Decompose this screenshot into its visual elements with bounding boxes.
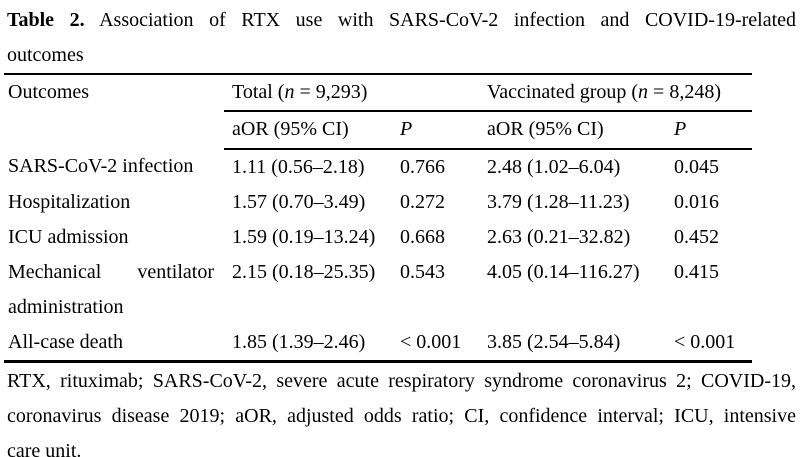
table-caption-line-2: outcomes [7,44,84,66]
total-aor-header: aOR (95% CI) [224,111,392,150]
outcome-cell: Hospitalization [8,191,131,213]
vaccinated-p-cell: 0.415 [674,261,719,283]
outcome-cell: ICU admission [8,226,129,248]
total-group-suffix: = 9,293) [294,81,368,103]
total-p-cell: 0.668 [400,226,445,248]
table-footnote: RTX, rituximab; SARS-CoV-2, severe acute… [7,364,796,457]
vaccinated-p-cell: 0.452 [674,226,719,248]
vaccinated-aor-header: aOR (95% CI) [479,111,666,150]
vaccinated-aor-cell: 3.79 (1.28–11.23) [487,191,630,213]
group-header-row: Outcomes Total (n = 9,293) Vaccinated gr… [4,74,752,112]
table-row-hospitalization: Hospitalization 1.57 (0.70–3.49) 0.272 3… [4,185,752,220]
results-table: Outcomes Total (n = 9,293) Vaccinated gr… [4,73,752,363]
table-head: Outcomes Total (n = 9,293) Vaccinated gr… [4,74,752,150]
vaccinated-aor-cell: 2.48 (1.02–6.04) [487,156,621,178]
total-aor-cell: 1.85 (1.39–2.46) [232,331,366,353]
table-caption-text: Association of RTX use with SARS-CoV-2 i… [99,9,797,31]
table-row-mechanical-ventilator: Mechanical ventilator administration 2.1… [4,255,752,325]
outcome-cell: SARS-CoV-2 infection [8,155,194,177]
vaccinated-p-cell: 0.045 [674,156,719,178]
total-group-prefix: Total ( [232,81,285,103]
outcome-cell: Mechanical ventilator administration [8,261,214,318]
table-body: SARS-CoV-2 infection 1.11 (0.56–2.18) 0.… [4,149,752,362]
table-row-all-case-death: All-case death 1.85 (1.39–2.46) < 0.001 … [4,325,752,362]
total-group-header: Total (n = 9,293) [224,74,479,112]
total-aor-cell: 2.15 (0.18–25.35) [232,261,376,283]
table-row-icu-admission: ICU admission 1.59 (0.19–13.24) 0.668 2.… [4,220,752,255]
vaccinated-group-suffix: = 8,248) [648,81,721,103]
sub-header-row: aOR (95% CI) P aOR (95% CI) P [4,111,752,150]
total-p-cell: 0.766 [400,156,445,178]
total-p-cell: 0.272 [400,191,445,213]
vaccinated-p-header: P [666,111,752,150]
total-aor-cell: 1.59 (0.19–13.24) [232,226,376,248]
total-p-cell: < 0.001 [400,331,462,353]
footnote-line-2: coronavirus disease 2019; aOR, adjusted … [7,405,796,427]
outcome-cell: All-case death [8,331,123,353]
total-group-n: n [284,81,295,103]
vaccinated-group-prefix: Vaccinated group ( [487,81,639,103]
vaccinated-aor-cell: 4.05 (0.14–116.27) [487,261,640,283]
table-caption-line-1: Table 2. Association of RTX use with SAR… [7,3,796,38]
vaccinated-p-cell: 0.016 [674,191,719,213]
table-row-sars-cov-2-infection: SARS-CoV-2 infection 1.11 (0.56–2.18) 0.… [4,149,752,185]
total-aor-cell: 1.11 (0.56–2.18) [232,156,365,178]
table-caption-number: Table 2. [7,9,85,31]
footnote-line-1: RTX, rituximab; SARS-CoV-2, severe acute… [7,370,796,392]
outcomes-column-header: Outcomes [8,81,90,103]
vaccinated-group-header: Vaccinated group (n = 8,248) [479,74,752,112]
total-aor-cell: 1.57 (0.70–3.49) [232,191,366,213]
vaccinated-aor-cell: 3.85 (2.54–5.84) [487,331,621,353]
vaccinated-aor-cell: 2.63 (0.21–32.82) [487,226,631,248]
footnote-line-3: care unit. [7,440,82,457]
total-p-header: P [392,111,479,150]
vaccinated-p-cell: < 0.001 [674,331,736,353]
vaccinated-group-n: n [638,81,649,103]
table-caption: Table 2. Association of RTX use with SAR… [7,3,796,73]
total-p-cell: 0.543 [400,261,445,283]
